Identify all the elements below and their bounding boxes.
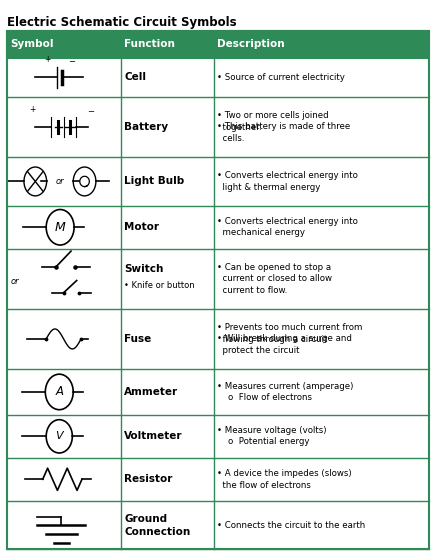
Text: • Can be opened to stop a
  current or closed to allow
  current to flow.: • Can be opened to stop a current or clo… (217, 263, 332, 295)
Text: Cell: Cell (124, 73, 146, 83)
Text: • Two or more cells joined
  together.: • Two or more cells joined together. (217, 111, 329, 132)
Text: Resistor: Resistor (124, 475, 173, 485)
Text: • Measures current (amperage): • Measures current (amperage) (217, 382, 354, 391)
Text: M: M (55, 221, 65, 234)
Text: Fuse: Fuse (124, 334, 151, 344)
Text: • Will break during a surge and
  protect the circuit: • Will break during a surge and protect … (217, 334, 352, 355)
Text: V: V (55, 431, 63, 441)
Text: • Prevents too much current from
  flowing through a circuit: • Prevents too much current from flowing… (217, 323, 363, 344)
Text: • Knife or button: • Knife or button (124, 281, 195, 290)
Text: Motor: Motor (124, 222, 159, 233)
Text: Description: Description (217, 39, 285, 49)
Text: • Converts electrical energy into
  mechanical energy: • Converts electrical energy into mechan… (217, 217, 358, 238)
Text: +: + (29, 105, 35, 114)
Text: Function: Function (124, 39, 175, 49)
Text: Ground
Connection: Ground Connection (124, 513, 191, 537)
Text: • Measure voltage (volts): • Measure voltage (volts) (217, 426, 327, 435)
Text: −: − (68, 57, 75, 66)
Text: Switch: Switch (124, 264, 164, 274)
Text: Electric Schematic Circuit Symbols: Electric Schematic Circuit Symbols (7, 16, 236, 28)
Text: • This battery is made of three
  cells.: • This battery is made of three cells. (217, 122, 351, 143)
Text: • Connects the circuit to the earth: • Connects the circuit to the earth (217, 521, 365, 529)
Text: • Converts electrical energy into
  light & thermal energy: • Converts electrical energy into light … (217, 171, 358, 191)
Text: Voltmeter: Voltmeter (124, 431, 183, 441)
Text: Ammeter: Ammeter (124, 387, 178, 397)
Text: A: A (55, 385, 63, 398)
Text: o  Flow of electrons: o Flow of electrons (217, 393, 312, 402)
Text: • Source of current electricity: • Source of current electricity (217, 73, 345, 82)
Text: +: + (44, 54, 50, 64)
Text: or: or (56, 177, 64, 186)
Text: Battery: Battery (124, 122, 168, 132)
Bar (7, 31, 429, 58)
Text: o  Potential energy: o Potential energy (217, 437, 310, 446)
Text: −: − (87, 107, 94, 116)
Text: • A device the impedes (slows)
  the flow of electrons: • A device the impedes (slows) the flow … (217, 469, 352, 490)
Text: Symbol: Symbol (10, 39, 54, 49)
Text: or: or (11, 277, 20, 286)
Text: Light Bulb: Light Bulb (124, 176, 184, 186)
